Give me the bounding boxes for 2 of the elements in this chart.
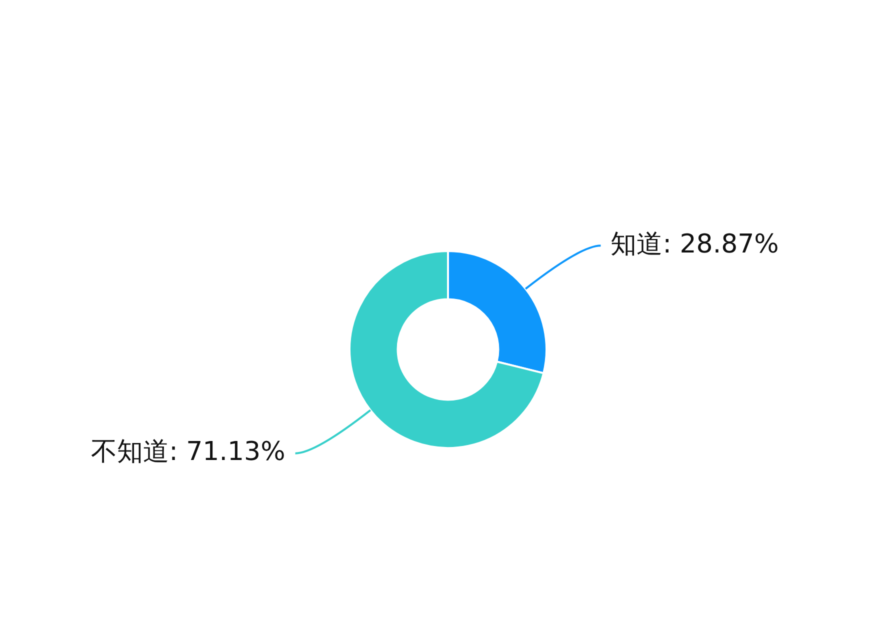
slice-label: 不知道: 71.13% [91,437,286,468]
slice-label: 知道: 28.87% [610,229,779,260]
